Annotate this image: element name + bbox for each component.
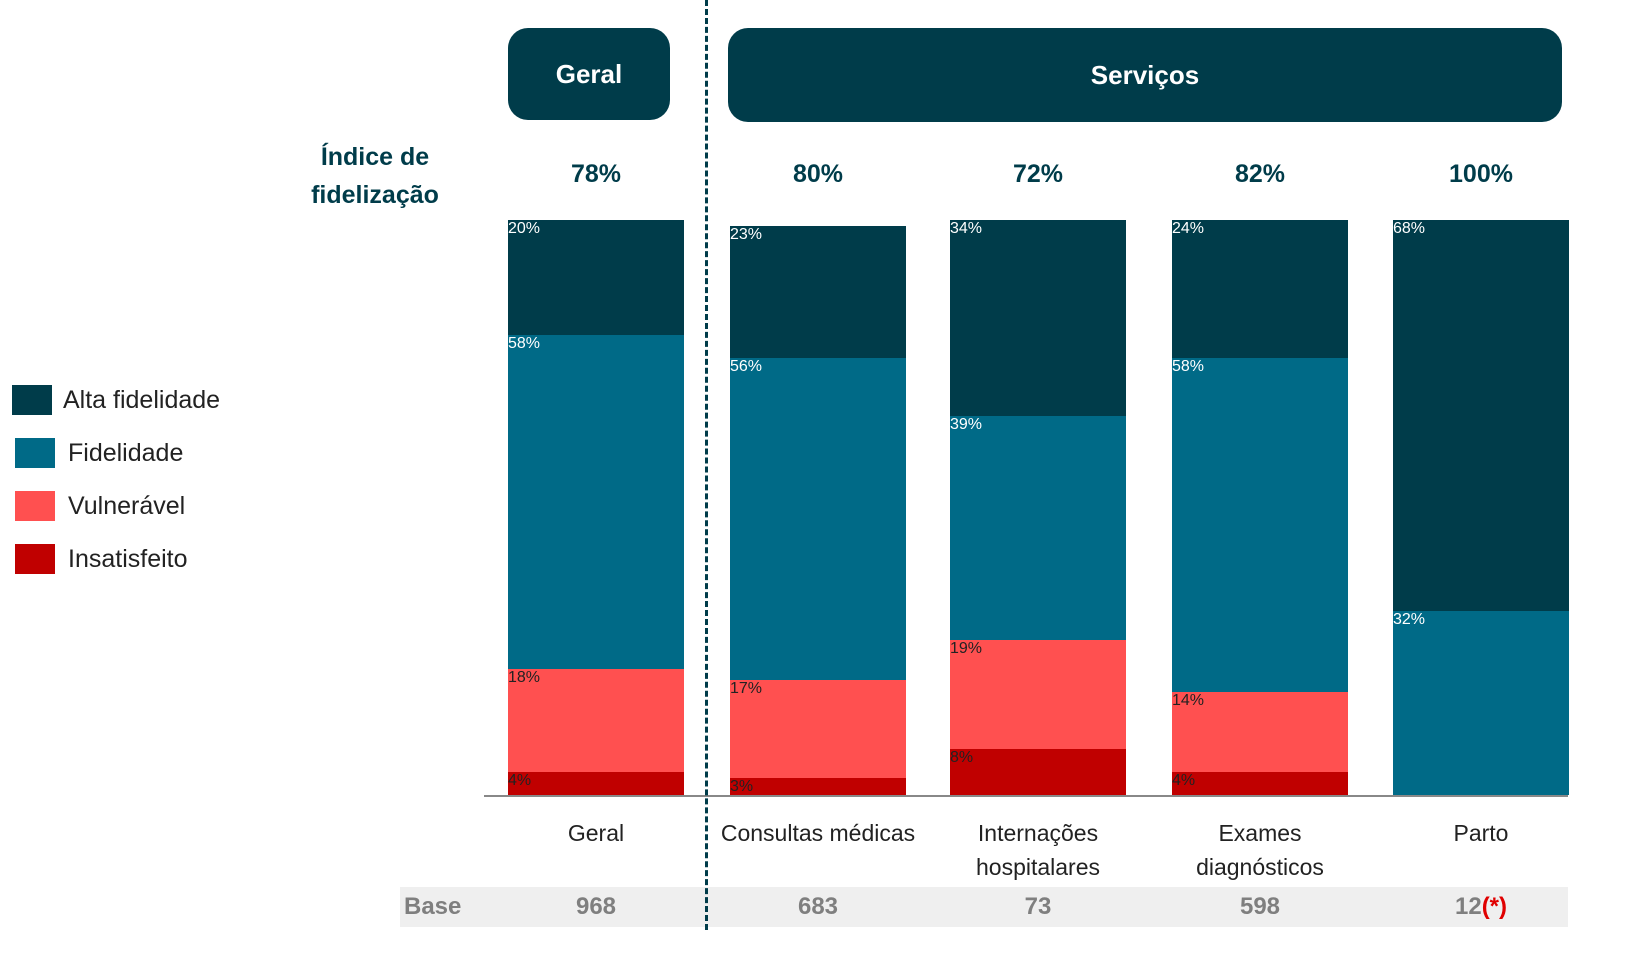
segment: 4% [1172,772,1348,795]
index-value: 82% [1234,160,1286,188]
x-tick-label: Parto [1453,820,1509,846]
base-value: 683 [797,893,839,920]
index-label: Índice de fidelização [311,143,439,209]
segment-label: 18% [508,668,541,686]
legend-swatch [12,385,52,415]
segment-label: 20% [508,220,541,237]
segment-label: 58% [1172,358,1205,375]
legend-label: Alta fidelidade [63,386,221,414]
base-value: 73 [1024,893,1052,920]
group-header: Serviços [728,28,1562,122]
x-tick-label: Consultas médicas [720,820,916,846]
segment-label: 19% [950,639,983,657]
legend-swatch [15,438,55,468]
segment: 39% [950,415,1126,640]
base-value: 968 [575,893,617,920]
segment: 3% [730,777,906,795]
segment-label: 68% [1393,220,1426,237]
segment-label: 23% [730,225,763,243]
segment-label: 58% [508,335,541,352]
legend-label: Vulnerável [68,492,186,520]
segment: 24% [1172,220,1348,358]
group-header: Geral [508,28,670,120]
segment: 20% [508,220,684,335]
x-tick-label: Internações hospitalares [975,820,1101,880]
segment: 68% [1393,220,1569,611]
segment: 56% [730,358,906,680]
segment-label: 24% [1172,220,1205,237]
x-tick-label: Exames diagnósticos [1196,820,1324,880]
legend-swatch [15,544,55,574]
base-note: (*) [1481,893,1508,920]
segment: 19% [950,639,1126,749]
segment-label: 39% [950,415,983,433]
x-tick-label: Geral [567,820,625,846]
index-value: 78% [570,160,622,188]
index-value: 80% [792,160,844,188]
base-row [400,887,1568,927]
segment-label: 56% [730,358,763,375]
segment: 4% [508,772,684,795]
segment: 34% [950,220,1126,416]
segment: 58% [1172,358,1348,692]
index-value: 72% [1012,160,1064,188]
segment-label: 34% [950,220,983,237]
segment-label: 32% [1393,611,1426,628]
base-value: 12(*) [1454,893,1508,920]
legend-label: Fidelidade [68,439,184,467]
divider [705,0,708,930]
segment-label: 3% [730,777,754,795]
baseline [484,795,1568,797]
segment: 58% [508,335,684,669]
base-label: Base [404,893,462,920]
legend-label: Insatisfeito [68,545,188,573]
segment: 32% [1393,611,1569,795]
legend-swatch [15,491,55,521]
segment: 8% [950,749,1126,795]
segment: 14% [1172,691,1348,772]
segment-label: 8% [950,749,974,766]
index-value: 100% [1449,160,1513,188]
base-value: 598 [1239,893,1281,920]
segment-label: 17% [730,680,763,697]
segment: 18% [508,668,684,772]
segment-label: 14% [1172,691,1205,709]
segment-label: 4% [1172,772,1196,789]
segment: 23% [730,225,906,358]
segment: 17% [730,680,906,778]
segment-label: 4% [508,772,532,789]
